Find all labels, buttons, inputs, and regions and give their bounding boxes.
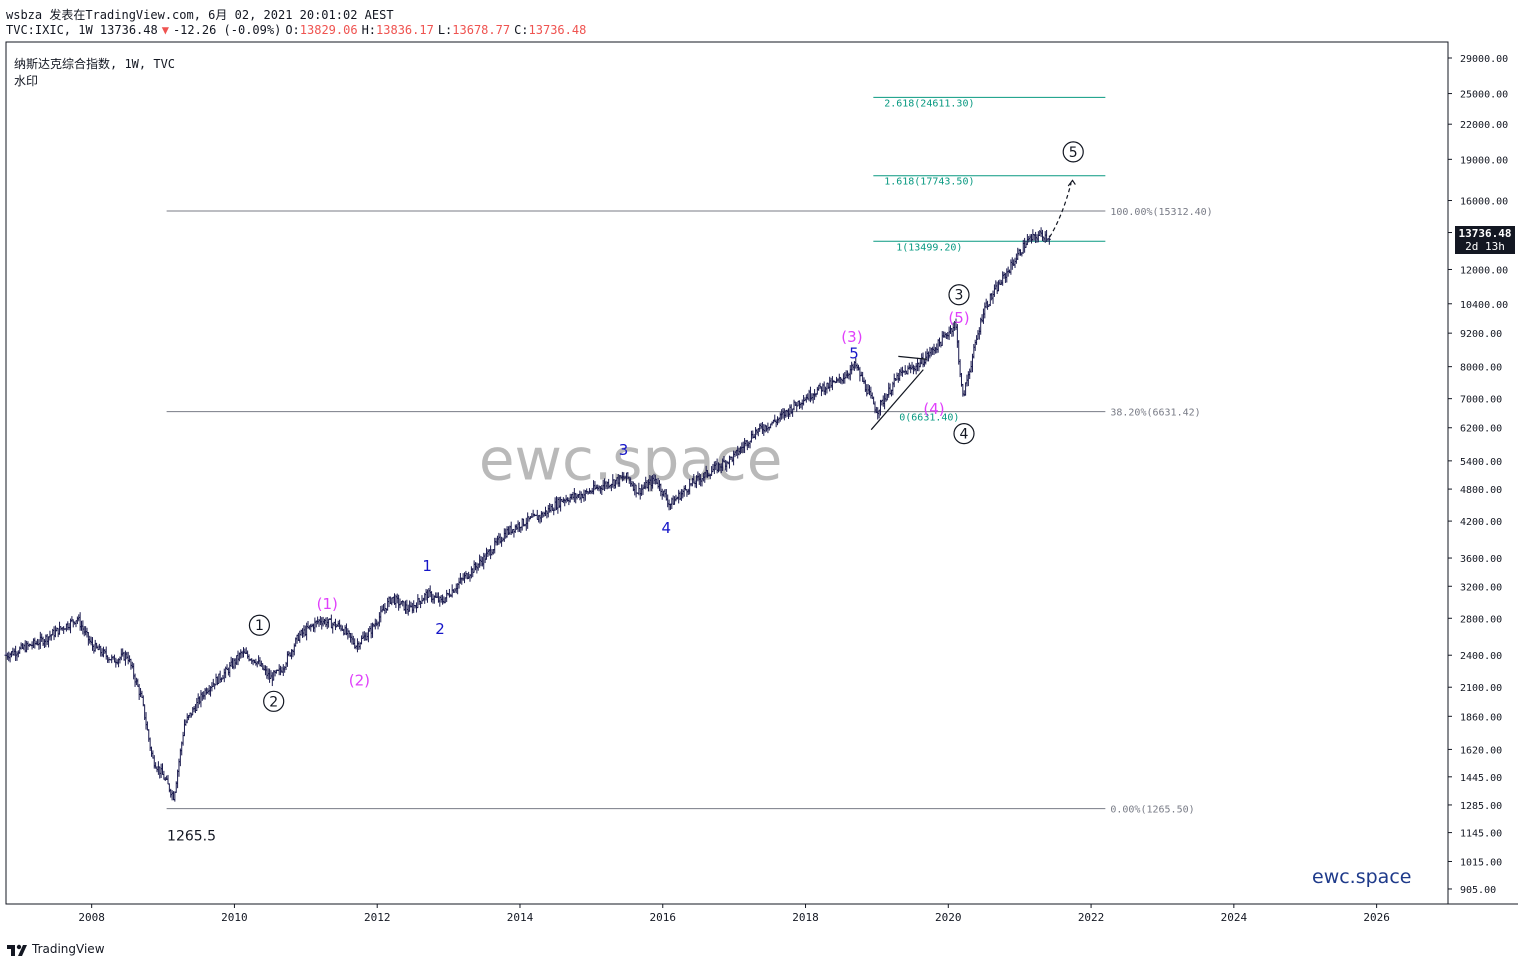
down-arrow-icon: ▼ bbox=[161, 23, 169, 37]
y-tick-label: 7000.00 bbox=[1460, 395, 1502, 406]
y-tick-label: 1620.00 bbox=[1460, 745, 1502, 756]
tradingview-label: TradingView bbox=[32, 942, 105, 956]
y-tick-label: 3200.00 bbox=[1460, 582, 1502, 593]
projection-arrow-icon bbox=[1067, 179, 1076, 187]
wave-label: 1 bbox=[255, 618, 264, 634]
wave-label-circle bbox=[1062, 141, 1084, 163]
wave-label: 4 bbox=[960, 427, 969, 443]
bar-countdown: 2d 13h bbox=[1465, 240, 1505, 253]
y-tick-label: 4800.00 bbox=[1460, 485, 1502, 496]
wave-label: 2 bbox=[269, 694, 278, 710]
publish-info: wsbza 发表在TradingView.com, 6月 02, 2021 20… bbox=[6, 6, 398, 23]
symbol-label: TVC:IXIC, 1W 13736.48 bbox=[6, 23, 158, 37]
x-tick-label: 2024 bbox=[1221, 911, 1248, 924]
fib-ext-label: 2.618(24611.30) bbox=[884, 98, 974, 109]
x-tick-label: 2020 bbox=[935, 911, 962, 924]
chart-frame bbox=[5, 41, 1518, 905]
y-tick-label: 10400.00 bbox=[1460, 300, 1508, 311]
wave-label: (3) bbox=[841, 328, 862, 346]
y-tick-label: 12000.00 bbox=[1460, 265, 1508, 276]
y-tick-label: 9200.00 bbox=[1460, 329, 1502, 340]
y-tick-label: 905.00 bbox=[1460, 885, 1496, 896]
high-value: 13836.17 bbox=[376, 23, 434, 37]
y-tick-label: 1860.00 bbox=[1460, 712, 1502, 723]
fib-retr-label: 0.00%(1265.50) bbox=[1110, 805, 1194, 816]
y-tick-label: 1285.00 bbox=[1460, 801, 1502, 812]
y-tick-label: 29000.00 bbox=[1460, 54, 1508, 65]
tradingview-icon bbox=[7, 944, 27, 956]
wave-label-circle bbox=[248, 614, 271, 636]
y-tick-label: 6200.00 bbox=[1460, 424, 1502, 435]
wave-label: (1) bbox=[317, 595, 338, 613]
wave-label: 5 bbox=[849, 345, 859, 363]
y-tick-label: 3600.00 bbox=[1460, 554, 1502, 565]
close-value: 13736.48 bbox=[528, 23, 587, 37]
last-price-tag: 13736.48 2d 13h bbox=[1455, 226, 1515, 254]
y-tick-label: 22000.00 bbox=[1460, 120, 1508, 131]
wave-label: (4) bbox=[923, 400, 944, 418]
chart-legend-subtitle: 水印 bbox=[14, 74, 39, 88]
time-axis: 2008 2010 2012 2014 2016 2018 2020 2022 2024 2026 bbox=[78, 904, 1390, 924]
ohlc-bar: TVC:IXIC, 1W 13736.48 ▼ -12.26 (-0.09%) O:1… bbox=[6, 23, 590, 37]
wave-label-circle bbox=[948, 284, 970, 306]
projection-path bbox=[1049, 183, 1072, 238]
open-label: O: bbox=[285, 23, 300, 37]
price-bars bbox=[4, 227, 1051, 802]
fib-layer: 2.618(24611.30) 1.618(17743.50) 1(13499.20… bbox=[166, 96, 1213, 816]
fib-retr-label: 100.00%(15312.40) bbox=[1110, 207, 1212, 218]
low-value-label: 1265.5 bbox=[167, 829, 216, 845]
wave-label: 3 bbox=[619, 441, 629, 459]
wave-label: 1 bbox=[422, 557, 432, 575]
close-label: C: bbox=[514, 23, 529, 37]
publish-line: wsbza 发表在TradingView.com, 6月 02, 2021 20… bbox=[6, 8, 394, 22]
trend-line-lower bbox=[870, 369, 924, 431]
y-tick-label: 1015.00 bbox=[1460, 857, 1502, 868]
y-tick-label: 25000.00 bbox=[1460, 90, 1508, 101]
x-tick-label: 2018 bbox=[792, 911, 819, 924]
drawings-layer: 1265.5 bbox=[167, 179, 1076, 845]
change-label: -12.26 (-0.09%) bbox=[172, 23, 282, 37]
x-tick-label: 2010 bbox=[221, 911, 248, 924]
y-tick-label: 8000.00 bbox=[1460, 363, 1502, 374]
y-tick-label: 1445.00 bbox=[1460, 773, 1502, 784]
x-tick-label: 2026 bbox=[1363, 911, 1390, 924]
y-tick-label: 5400.00 bbox=[1460, 457, 1502, 468]
x-tick-label: 2016 bbox=[650, 911, 677, 924]
fib-ext-label: 1(13499.20) bbox=[896, 242, 962, 253]
x-tick-label: 2022 bbox=[1078, 911, 1105, 924]
fib-retr-label: 38.20%(6631.42) bbox=[1110, 408, 1200, 419]
wave-label-circle bbox=[263, 690, 285, 712]
y-tick-label: 2100.00 bbox=[1460, 683, 1502, 694]
y-tick-label: 2400.00 bbox=[1460, 651, 1502, 662]
price-axis: 29000.00 25000.00 22000.00 19000.00 16000.00… bbox=[1448, 54, 1508, 896]
wave-label: (5) bbox=[948, 309, 969, 327]
wave-label-circle bbox=[953, 423, 975, 445]
y-tick-label: 4200.00 bbox=[1460, 517, 1502, 528]
y-tick-label: 2800.00 bbox=[1460, 614, 1502, 625]
last-price: 13736.48 bbox=[1458, 227, 1512, 240]
low-label: L: bbox=[437, 23, 453, 37]
y-tick-label: 1145.00 bbox=[1460, 829, 1502, 840]
trend-line-upper bbox=[898, 355, 927, 360]
fib-ext-label: 0(6631.40) bbox=[899, 413, 959, 424]
fib-ext-label: 1.618(17743.50) bbox=[884, 177, 974, 188]
wave-label: 3 bbox=[955, 288, 964, 304]
wave-label: 2 bbox=[435, 620, 445, 638]
low-value: 13678.77 bbox=[452, 23, 511, 37]
high-label: H: bbox=[361, 23, 377, 37]
y-tick-label: 19000.00 bbox=[1460, 155, 1508, 166]
chart-legend-title: 纳斯达克综合指数, 1W, TVC bbox=[14, 57, 176, 71]
y-tick-label: 16000.00 bbox=[1460, 197, 1508, 208]
brand-signature: ewc.space bbox=[1312, 866, 1412, 888]
wave-label: 4 bbox=[662, 519, 672, 537]
tradingview-logo[interactable]: TradingView bbox=[6, 941, 105, 957]
wave-label: 5 bbox=[1069, 145, 1078, 161]
wave-label: (2) bbox=[349, 671, 370, 689]
x-tick-label: 2014 bbox=[507, 911, 534, 924]
x-tick-label: 2012 bbox=[364, 911, 391, 924]
open-value: 13829.06 bbox=[299, 23, 358, 37]
x-tick-label: 2008 bbox=[78, 911, 105, 924]
